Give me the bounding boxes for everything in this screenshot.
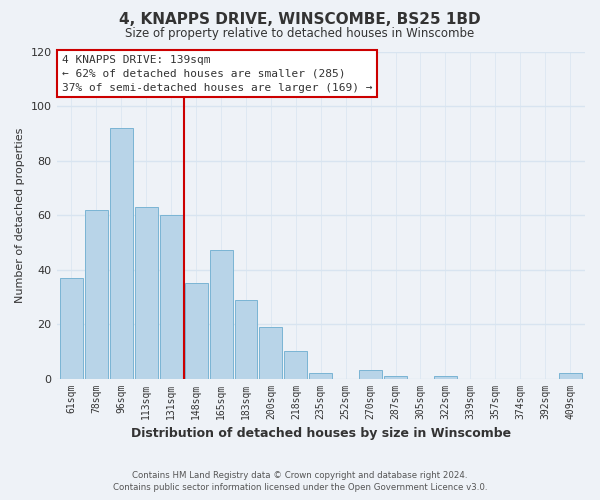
Bar [259,327,283,378]
X-axis label: Distribution of detached houses by size in Winscombe: Distribution of detached houses by size … [131,427,511,440]
Bar [209,250,233,378]
Bar [434,376,457,378]
Bar [559,373,581,378]
Text: Size of property relative to detached houses in Winscombe: Size of property relative to detached ho… [125,28,475,40]
Bar [185,283,208,378]
Bar [310,373,332,378]
Text: 4 KNAPPS DRIVE: 139sqm
← 62% of detached houses are smaller (285)
37% of semi-de: 4 KNAPPS DRIVE: 139sqm ← 62% of detached… [62,55,373,93]
Bar [110,128,133,378]
Bar [359,370,382,378]
Bar [60,278,83,378]
Bar [284,352,307,378]
Bar [135,207,158,378]
Bar [85,210,108,378]
Bar [160,215,182,378]
Text: Contains HM Land Registry data © Crown copyright and database right 2024.
Contai: Contains HM Land Registry data © Crown c… [113,471,487,492]
Text: 4, KNAPPS DRIVE, WINSCOMBE, BS25 1BD: 4, KNAPPS DRIVE, WINSCOMBE, BS25 1BD [119,12,481,28]
Bar [235,300,257,378]
Bar [384,376,407,378]
Y-axis label: Number of detached properties: Number of detached properties [15,128,25,302]
